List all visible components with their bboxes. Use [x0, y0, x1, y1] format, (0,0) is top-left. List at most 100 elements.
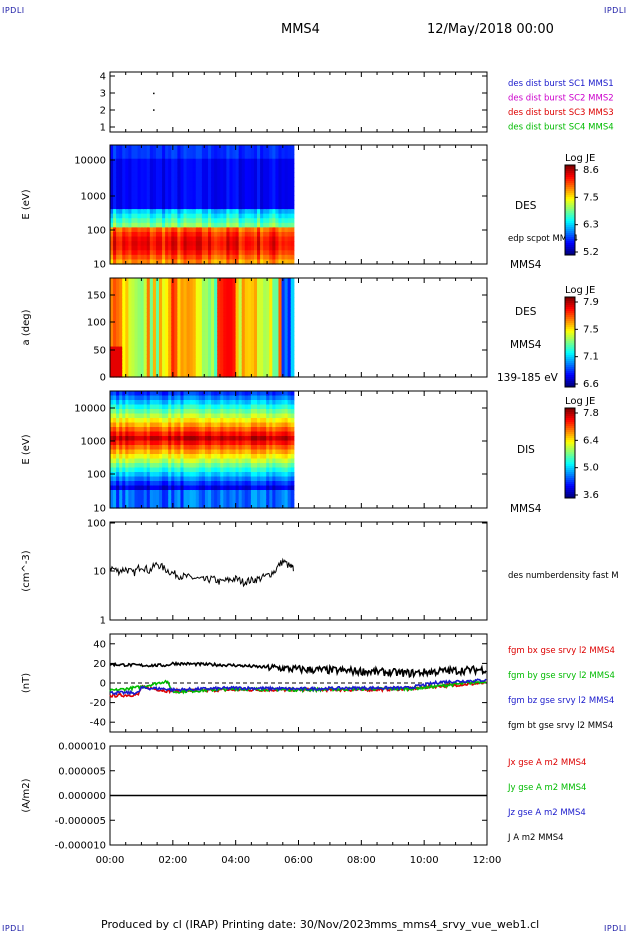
spectrogram-cell — [189, 467, 194, 473]
spectrogram-cell — [152, 331, 157, 336]
spectrogram-cell — [152, 327, 157, 332]
spectrogram-cell — [257, 195, 261, 201]
spectrogram-cell — [220, 293, 224, 298]
spectrogram-cell — [192, 342, 197, 348]
spectrogram-cell — [232, 289, 237, 294]
spectrogram-cell — [159, 145, 163, 151]
spectrogram-cell — [165, 172, 169, 178]
spectrogram-cell — [140, 354, 145, 359]
spectrogram-cell — [192, 319, 197, 325]
spectrogram-cell — [159, 316, 163, 321]
spectrogram-cell — [152, 304, 157, 310]
spectrogram-cell — [211, 195, 215, 201]
spectrogram-cell — [238, 357, 243, 363]
spectrogram-cell — [214, 304, 218, 310]
spectrogram-cell — [241, 236, 246, 242]
spectrogram-cell — [140, 440, 145, 446]
spectrogram-cell — [284, 361, 289, 367]
spectrogram-cell — [152, 186, 157, 192]
spectrogram-cell — [284, 281, 289, 287]
spectrogram-cell — [195, 346, 200, 351]
spectrogram-cell — [278, 308, 283, 313]
spectrogram-cell — [275, 177, 280, 183]
spectrogram-cell — [122, 149, 126, 155]
spectrogram-cell — [223, 481, 227, 487]
spectrogram-cell — [272, 499, 277, 505]
spectrogram-cell — [143, 236, 148, 242]
colorbar-cell — [565, 219, 575, 222]
spectrogram-cell — [177, 494, 182, 500]
spectrogram-cell — [244, 209, 249, 215]
spectrogram-cell — [269, 222, 273, 228]
spectrogram-cell — [266, 490, 270, 496]
spectrogram-cell — [266, 350, 270, 355]
spectrogram-cell — [180, 227, 185, 233]
spectrogram-cell — [168, 467, 172, 473]
spectrogram-cell — [226, 154, 231, 160]
spectrogram-cell — [134, 342, 139, 348]
colorbar-cell — [565, 207, 575, 210]
spectrogram-cell — [214, 346, 218, 351]
spectrogram-cell — [220, 209, 224, 215]
spectrogram-cell — [272, 319, 277, 325]
spectrogram-cell — [290, 427, 295, 433]
spectrogram-cell — [110, 323, 114, 329]
spectrogram-cell — [180, 373, 185, 378]
spectrogram-cell — [168, 413, 172, 419]
spectrogram-cell — [214, 213, 218, 219]
spectrogram-cell — [281, 236, 286, 242]
spectrogram-cell — [208, 494, 212, 500]
spectrogram-cell — [149, 422, 154, 428]
spectrogram-cell — [162, 503, 166, 509]
spectrogram-cell — [290, 342, 295, 348]
spectrogram-cell — [247, 472, 252, 478]
spectrogram-cell — [125, 227, 129, 233]
spectrogram-cell — [119, 177, 123, 183]
spectrogram-cell — [287, 227, 292, 233]
spectrogram-cell — [214, 494, 218, 500]
spectrogram-cell — [116, 245, 120, 251]
spectrogram-cell — [119, 259, 123, 265]
spectrogram-cell — [168, 490, 172, 496]
spectrogram-cell — [241, 369, 246, 374]
colorbar-cell — [565, 359, 575, 362]
spectrogram-cell — [171, 395, 175, 401]
spectrogram-cell — [269, 259, 273, 265]
spectrogram-cell — [195, 199, 200, 206]
spectrogram-cell — [275, 494, 280, 500]
spectrogram-cell — [250, 278, 255, 283]
spectrogram-cell — [235, 431, 240, 437]
spectrogram-cell — [272, 463, 277, 469]
spectrogram-cell — [116, 357, 120, 363]
spectrogram-cell — [214, 361, 218, 367]
spectrogram-cell — [275, 404, 280, 410]
spectrogram-cell — [263, 154, 267, 160]
spectrogram-cell — [263, 369, 267, 374]
spectrogram-cell — [257, 293, 261, 298]
spectrogram-cell — [275, 297, 280, 302]
spectrogram-cell — [238, 181, 243, 187]
spectrogram-cell — [165, 458, 169, 464]
colorbar-cell — [565, 195, 575, 198]
spectrogram-cell — [122, 422, 126, 428]
spectrogram-cell — [238, 163, 243, 169]
spectrogram-cell — [180, 427, 185, 433]
spectrogram-cell — [208, 323, 212, 329]
spectrogram-cell — [140, 297, 145, 302]
spectrogram-cell — [159, 297, 163, 302]
spectrogram-cell — [257, 254, 261, 261]
colorbar-cell — [565, 237, 575, 240]
spectrogram-cell — [244, 472, 249, 478]
spectrogram-cell — [177, 449, 182, 455]
spectrogram-cell — [119, 241, 123, 247]
spectrogram-cell — [257, 209, 261, 215]
spectrogram-cell — [159, 218, 163, 224]
spectrogram-cell — [247, 454, 252, 460]
spectrogram-cell — [128, 172, 133, 178]
spectrogram-cell — [284, 231, 289, 238]
spectrogram-cell — [137, 503, 142, 509]
spectrogram-cell — [232, 338, 237, 344]
spectrogram-cell — [183, 186, 188, 192]
spectrogram-cell — [272, 476, 277, 482]
spectrogram-cell — [223, 361, 227, 367]
